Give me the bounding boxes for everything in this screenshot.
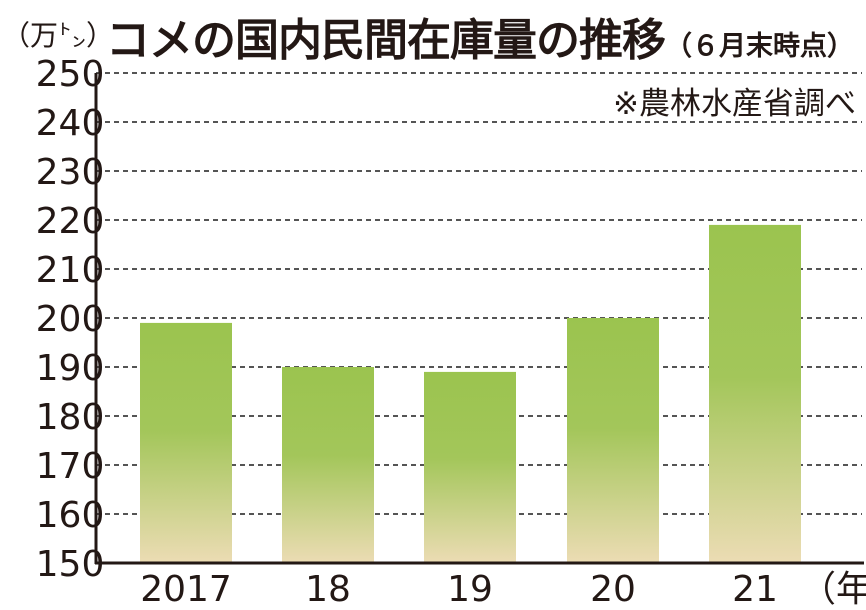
x-tick-labels: 2017 18 19 20 21: [140, 569, 778, 610]
x-tick-21: 21: [732, 569, 778, 610]
bar-2017: [140, 322, 232, 563]
unit-label: （万㌧）: [2, 19, 115, 52]
bar-21: [709, 224, 801, 563]
y-tick-250: 250: [36, 54, 105, 95]
y-tick-160: 160: [36, 495, 105, 536]
bar-20: [567, 318, 659, 563]
y-tick-170: 170: [36, 446, 105, 487]
y-tick-220: 220: [36, 201, 105, 242]
y-tick-180: 180: [36, 397, 105, 438]
x-tick-2017: 2017: [140, 569, 232, 610]
x-tick-19: 19: [447, 569, 493, 610]
bars: [140, 224, 801, 563]
title-bar: （万㌧） コメの国内民間在庫量の推移（６月末時点）: [0, 0, 866, 66]
y-tick-150: 150: [36, 544, 105, 585]
chart-title: コメの国内民間在庫量の推移（６月末時点）: [106, 4, 854, 68]
x-axis-label: （年）: [800, 569, 866, 610]
chart-subtitle: （６月末時点）: [665, 31, 854, 62]
y-tick-190: 190: [36, 348, 105, 389]
chart-title-main: コメの国内民間在庫量の推移: [106, 15, 666, 66]
bar-19: [424, 371, 516, 563]
bar-18: [282, 367, 374, 563]
y-tick-labels: 150 160 170 180 190 200 210 220 230 240 250: [36, 54, 105, 585]
y-tick-230: 230: [36, 152, 105, 193]
y-tick-200: 200: [36, 299, 105, 340]
x-tick-18: 18: [305, 569, 351, 610]
axes: [94, 73, 864, 565]
y-tick-210: 210: [36, 250, 105, 291]
y-tick-240: 240: [36, 103, 105, 144]
x-tick-20: 20: [590, 569, 636, 610]
source-note: ※農林水産省調べ: [613, 86, 856, 122]
